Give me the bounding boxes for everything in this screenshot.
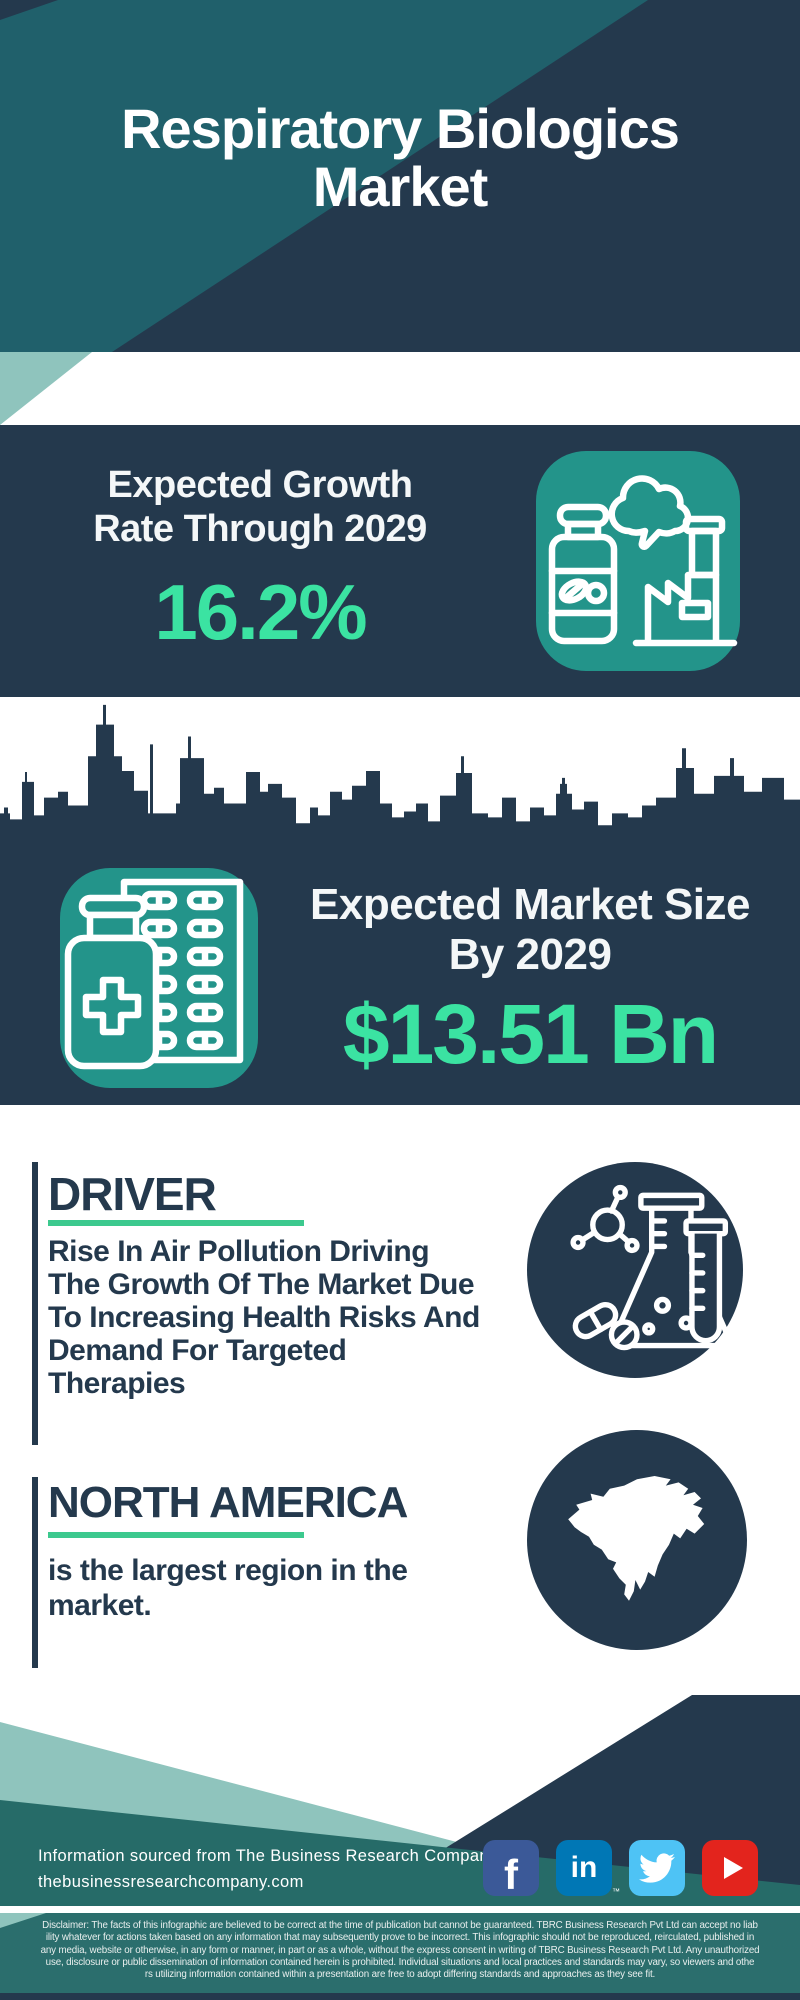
growth-heading-line1: Expected Growth: [107, 464, 414, 506]
science-icon-graphic: [570, 1184, 731, 1351]
youtube-icon[interactable]: [702, 1840, 758, 1896]
growth-heading-line2: Rate Through 2029: [93, 508, 427, 550]
medicine-bottle-factory-pollution-icon: [536, 451, 740, 671]
header-corner-triangle: [0, 0, 58, 20]
light-teal-triangle: [0, 352, 92, 425]
growth-rate-value: 16.2%: [154, 568, 367, 656]
disclaimer-band: Disclaimer: The facts of this infographi…: [0, 1913, 800, 1993]
source-website: thebusinessresearchcompany.com: [38, 1873, 304, 1891]
region-underline: [48, 1532, 304, 1538]
market-size-value: $13.51 Bn: [342, 987, 719, 1081]
city-skyline-graphic: [0, 697, 800, 845]
region-body-text: is the largest region in the market.: [48, 1554, 408, 1622]
medicine-icon-graphic: [64, 878, 244, 1070]
page-title: Respiratory Biologics Market: [0, 100, 800, 216]
market-size-section: Expected Market Size By 2029 $13.51 Bn: [0, 845, 800, 1105]
page-title-line2: Market: [312, 155, 489, 218]
pill-bottle-blister-pack-icon: [60, 868, 258, 1088]
disclaimer-line4: use, disclosure or public dissemination …: [45, 1956, 755, 1968]
region-heading: NORTH AMERICA: [48, 1478, 408, 1527]
disclaimer-line2: ility whatever for actions taken based o…: [45, 1932, 755, 1944]
source-attribution: Information sourced from The Business Re…: [38, 1843, 498, 1895]
disclaimer-line1: Disclaimer: The facts of this infographi…: [42, 1920, 758, 1931]
region-accent-bar: [32, 1477, 38, 1668]
youtube-play-glyph: [724, 1857, 743, 1879]
social-links: f in ™: [483, 1840, 758, 1898]
page-title-line1: Respiratory Biologics: [121, 97, 680, 160]
lab-flask-test-tube-icon: [527, 1162, 743, 1378]
driver-underline: [48, 1220, 304, 1226]
market-heading-line2: By 2029: [448, 930, 612, 979]
driver-accent-bar: [32, 1162, 38, 1445]
linkedin-glyph: in: [570, 1851, 598, 1884]
skyline-silhouette: [0, 704, 800, 845]
driver-body-text: Rise In Air Pollution Driving The Growth…: [48, 1235, 480, 1400]
driver-heading: DRIVER: [48, 1168, 217, 1220]
facebook-icon[interactable]: f: [483, 1840, 539, 1898]
disclaimer-line5: rs utilizing information contained withi…: [144, 1969, 656, 1981]
facebook-glyph: f: [504, 1851, 518, 1898]
pollution-medicine-icon-graphic: [548, 475, 738, 647]
twitter-bird-glyph: [639, 1853, 675, 1883]
growth-rate-text-block: Expected Growth Rate Through 2029 16.2%: [0, 463, 520, 658]
divider-band: [0, 352, 800, 425]
linkedin-trademark: ™: [612, 1887, 620, 1896]
growth-rate-section: Expected Growth Rate Through 2029 16.2%: [0, 425, 800, 697]
north-america-map-icon: [527, 1430, 747, 1650]
twitter-icon[interactable]: [629, 1840, 685, 1896]
header-banner: Respiratory Biologics Market: [0, 0, 800, 352]
north-america-map-graphic: [568, 1476, 705, 1601]
source-line1: Information sourced from The Business Re…: [38, 1847, 498, 1865]
linkedin-icon[interactable]: in ™: [556, 1840, 620, 1896]
bottom-navy-strip: [0, 1993, 800, 2000]
footer-banner: Information sourced from The Business Re…: [0, 1695, 800, 1913]
driver-section: DRIVER Rise In Air Pollution Driving The…: [0, 1105, 800, 1445]
region-section: NORTH AMERICA is the largest region in t…: [0, 1430, 800, 1695]
disclaimer-line3: any media, website or otherwise, in any …: [40, 1944, 760, 1956]
market-size-text-block: Expected Market Size By 2029 $13.51 Bn: [270, 880, 790, 1083]
market-heading-line1: Expected Market Size: [310, 880, 750, 929]
